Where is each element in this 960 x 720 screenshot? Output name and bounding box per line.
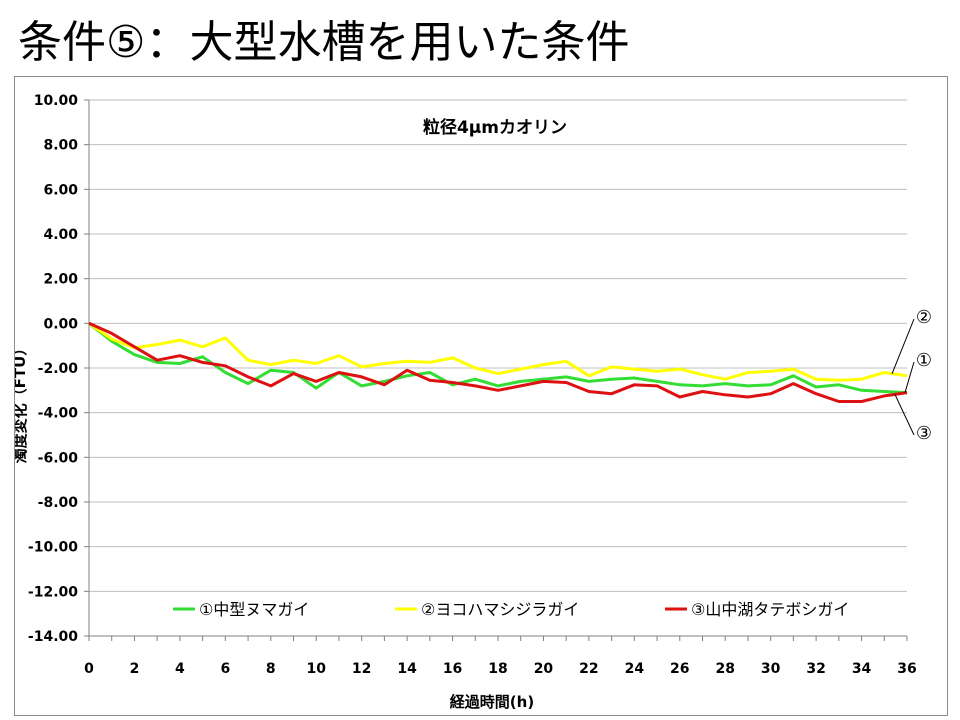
- x-tick-label: 36: [897, 661, 916, 677]
- x-tick-label: 14: [397, 661, 417, 677]
- x-tick-label: 32: [806, 661, 825, 677]
- y-tick-label: -2.00: [38, 361, 79, 377]
- y-tick-label: 10.00: [34, 93, 79, 109]
- y-axis-label: 濁度変化（FTU）: [15, 341, 29, 464]
- series-line-1: [88, 322, 908, 395]
- y-tick-label: 4.00: [43, 227, 78, 243]
- series-callouts: ② ① ③: [891, 307, 932, 444]
- y-tick-label: 2.00: [43, 272, 78, 288]
- x-tick-label: 12: [352, 661, 371, 677]
- legend-label-3: ③山中湖タテボシガイ: [691, 600, 849, 619]
- callout-label-1: ②: [916, 307, 932, 328]
- slide-title: 条件⑤：大型水槽を用いた条件: [18, 17, 630, 68]
- grid-lines: [89, 99, 907, 637]
- y-tick-label: -10.00: [28, 540, 78, 556]
- x-tick-label: 26: [670, 661, 689, 677]
- chart-title: 粒径4μmカオリン: [423, 117, 567, 138]
- callout-leader-1: [891, 318, 915, 375]
- x-tick-label: 28: [715, 661, 734, 677]
- x-tick-label: 20: [534, 661, 554, 677]
- x-tick-label: 24: [625, 661, 645, 677]
- x-tick-label: 8: [266, 661, 276, 677]
- axes: 10.00 8.00 6.00 4.00 2.00 0.00 -2.00 -4.00 -6.00…: [28, 93, 917, 677]
- x-tick-label: 18: [488, 661, 507, 677]
- x-tick-label: 10: [306, 661, 326, 677]
- series-line-2: [88, 322, 908, 382]
- chart-area: 10.00 8.00 6.00 4.00 2.00 0.00 -2.00 -4.00 -6.00…: [11, 76, 948, 716]
- x-tick-label: 30: [761, 661, 781, 677]
- legend-label-2: ②ヨコハマシジラガイ: [421, 600, 579, 619]
- x-tick-label: 4: [175, 661, 185, 677]
- series-lines: [88, 321, 908, 403]
- legend: ①中型ヌマガイ ②ヨコハマシジラガイ ③山中湖タテボシガイ: [173, 600, 849, 619]
- y-tick-label: 0.00: [43, 316, 78, 332]
- y-tick-label: -14.00: [28, 629, 78, 645]
- x-tick-label: 2: [130, 661, 140, 677]
- callout-leader-2: [904, 361, 915, 393]
- y-tick-label: 6.00: [43, 182, 78, 198]
- x-tick-label: 0: [84, 661, 94, 677]
- callout-label-2: ①: [916, 350, 932, 371]
- x-axis-label: 経過時間(h): [450, 693, 534, 711]
- line-chart: 10.00 8.00 6.00 4.00 2.00 0.00 -2.00 -4.00 -6.00…: [11, 93, 932, 711]
- callout-leader-3: [894, 394, 915, 436]
- x-tick-label: 34: [852, 661, 872, 677]
- y-tick-label: 8.00: [43, 138, 78, 154]
- y-tick-label: -4.00: [38, 406, 79, 422]
- y-tick-label: -12.00: [28, 584, 78, 600]
- y-tick-label: -6.00: [38, 450, 79, 466]
- x-tick-label: 6: [220, 661, 230, 677]
- x-tick-label: 16: [443, 661, 462, 677]
- callout-label-3: ③: [916, 423, 932, 444]
- legend-label-1: ①中型ヌマガイ: [199, 600, 309, 619]
- x-tick-label: 22: [579, 661, 598, 677]
- y-tick-label: -8.00: [38, 495, 79, 511]
- series-line-3: [88, 321, 908, 403]
